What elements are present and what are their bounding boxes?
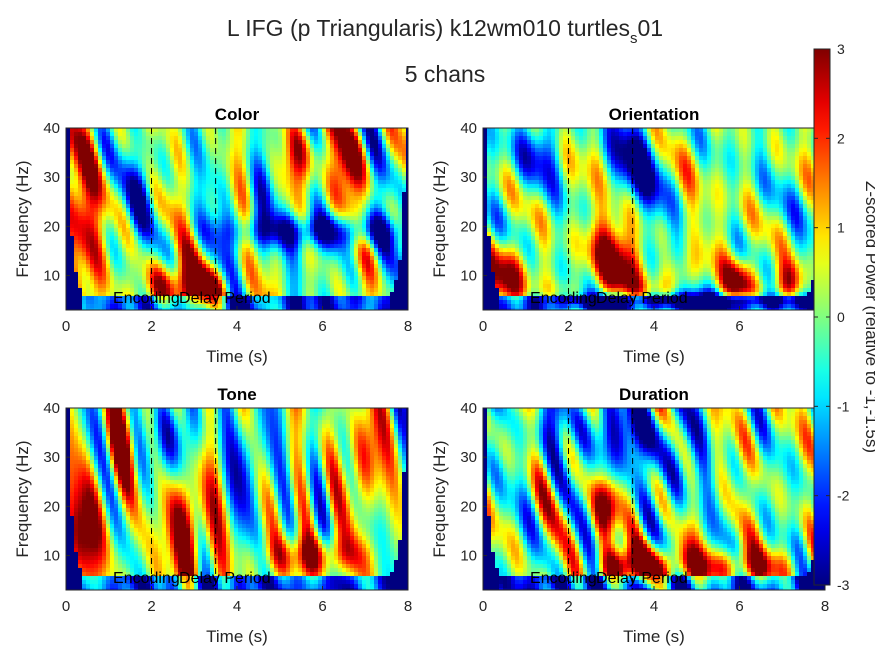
y-tick-label: 30	[43, 449, 60, 466]
x-tick-label: 2	[147, 318, 155, 335]
heatmap-image	[66, 128, 408, 310]
annotation-delay-period: Delay Period	[596, 570, 688, 587]
y-tick-label: 20	[460, 218, 477, 235]
y-axis-label: Frequency (Hz)	[430, 160, 449, 277]
y-tick-label: 40	[43, 400, 60, 417]
x-tick-label: 4	[650, 318, 658, 335]
y-axis-label: Frequency (Hz)	[13, 440, 32, 557]
x-axis-label: Time (s)	[623, 347, 685, 366]
y-tick-label: 40	[460, 400, 477, 417]
y-axis-label: Frequency (Hz)	[430, 440, 449, 557]
x-tick-label: 2	[147, 598, 155, 615]
panel-title: Orientation	[609, 105, 700, 124]
x-tick-label: 2	[564, 318, 572, 335]
colorbar-tick-label: 3	[837, 41, 845, 57]
panel-duration: 0 2 4 6 8 40 30 20 10 Duration Time (s) Frequency (…	[430, 385, 829, 646]
x-tick-label: 6	[735, 318, 743, 335]
annotation-encoding: Encoding	[113, 570, 180, 587]
y-tick-label: 20	[43, 218, 60, 235]
colorbar: 3 2 1 0 -1 -2 -3 Z-scored Power (relative to -1…	[813, 41, 875, 593]
annotation-encoding: Encoding	[530, 570, 597, 587]
y-tick-label: 10	[460, 268, 477, 285]
panel-tone: 0 2 4 6 8 40 30 20 10 Tone Time (s) Frequency (Hz) E…	[13, 385, 412, 646]
annotation-delay-period: Delay Period	[179, 570, 271, 587]
x-tick-label: 8	[821, 598, 829, 615]
x-axis-label: Time (s)	[206, 627, 268, 646]
x-tick-label: 0	[479, 598, 487, 615]
colorbar-tick-label: -2	[837, 488, 850, 504]
colorbar-label: Z-scored Power (relative to -1,-1.5s)	[862, 181, 875, 453]
x-tick-label: 0	[62, 598, 70, 615]
annotation-encoding: Encoding	[530, 290, 597, 307]
panel-title: Duration	[619, 385, 689, 404]
heatmap-image	[483, 408, 825, 590]
panel-title: Tone	[217, 385, 256, 404]
y-tick-label: 30	[460, 449, 477, 466]
x-tick-label: 4	[233, 318, 241, 335]
x-tick-label: 4	[650, 598, 658, 615]
y-tick-label: 40	[460, 120, 477, 137]
panel-title: Color	[215, 105, 260, 124]
colorbar-gradient	[814, 49, 830, 585]
y-tick-label: 10	[460, 548, 477, 565]
y-tick-label: 10	[43, 268, 60, 285]
y-tick-label: 40	[43, 120, 60, 137]
y-tick-label: 30	[460, 169, 477, 186]
x-axis-label: Time (s)	[206, 347, 268, 366]
figure-subtitle: 5 chans	[405, 61, 486, 87]
annotation-delay-period: Delay Period	[596, 290, 688, 307]
heatmap-image	[483, 128, 825, 310]
panel-color: 0 2 4 6 8 40 30 20 10 Color Time (s) Frequency (Hz)…	[13, 105, 412, 366]
colorbar-tick-label: -1	[837, 398, 850, 414]
x-axis-label: Time (s)	[623, 627, 685, 646]
annotation-encoding: Encoding	[113, 290, 180, 307]
colorbar-tick-label: 0	[837, 309, 845, 325]
x-tick-label: 0	[479, 318, 487, 335]
y-tick-label: 30	[43, 169, 60, 186]
colorbar-tick-label: 2	[837, 130, 845, 146]
annotation-delay-period: Delay Period	[179, 290, 271, 307]
y-tick-label: 20	[460, 498, 477, 515]
x-tick-label: 6	[318, 598, 326, 615]
heatmap-image	[66, 408, 408, 590]
x-tick-label: 8	[404, 318, 412, 335]
x-tick-label: 4	[233, 598, 241, 615]
x-tick-label: 6	[318, 318, 326, 335]
x-tick-label: 6	[735, 598, 743, 615]
y-tick-label: 10	[43, 548, 60, 565]
x-tick-label: 8	[404, 598, 412, 615]
y-axis-label: Frequency (Hz)	[13, 160, 32, 277]
colorbar-tick-label: 1	[837, 220, 845, 236]
colorbar-tick-label: -3	[837, 577, 850, 593]
figure-title: L IFG (p Triangularis) k12wm010 turtless…	[227, 15, 663, 47]
x-tick-label: 2	[564, 598, 572, 615]
panel-orientation: 0246840302010OrientationTime (s)Frequenc…	[430, 105, 829, 366]
y-tick-label: 20	[43, 498, 60, 515]
x-tick-label: 0	[62, 318, 70, 335]
